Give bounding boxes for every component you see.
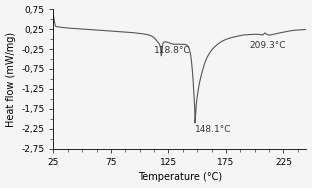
X-axis label: Temperature (°C): Temperature (°C) [138, 172, 222, 182]
Text: 148.1°C: 148.1°C [195, 125, 232, 134]
Text: 209.3°C: 209.3°C [249, 41, 285, 50]
Text: 118.8°C: 118.8°C [154, 46, 190, 55]
Y-axis label: Heat flow (mW/mg): Heat flow (mW/mg) [6, 31, 16, 127]
